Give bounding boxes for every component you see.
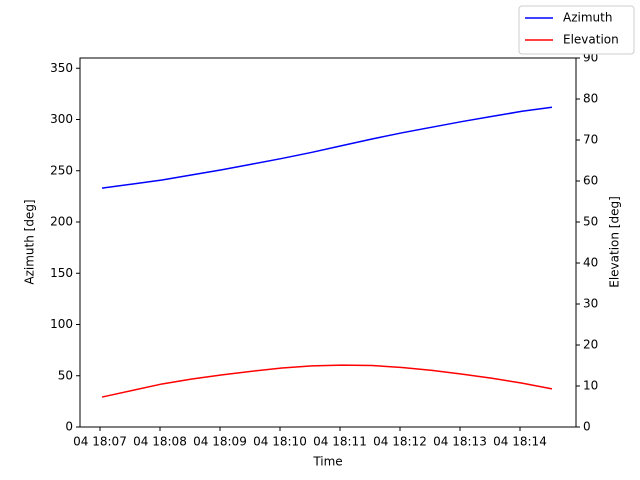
x-axis-label: Time [312, 455, 342, 469]
line-series [101, 364, 553, 398]
x-tick-label: 04 18:09 [193, 435, 247, 449]
x-tick-label: 04 18:10 [253, 435, 307, 449]
line-series [101, 106, 553, 189]
y2-tick-label: 80 [583, 92, 598, 106]
x-tick-label: 04 18:07 [73, 435, 127, 449]
x-tick-label: 04 18:08 [133, 435, 187, 449]
y-tick-label: 300 [50, 112, 73, 126]
x-tick-label: 04 18:11 [313, 435, 367, 449]
y2-tick-label: 60 [583, 174, 598, 188]
y-axis-label: Azimuth [deg] [23, 199, 37, 284]
y-tick-label: 100 [50, 317, 73, 331]
y-tick-label: 0 [65, 420, 73, 434]
y2-axis-label: Elevation [deg] [608, 196, 622, 288]
y2-tick-label: 20 [583, 338, 598, 352]
legend-label: Elevation [563, 33, 619, 47]
y-tick-label: 200 [50, 215, 73, 229]
y2-tick-label: 70 [583, 133, 598, 147]
y2-tick-label: 40 [583, 256, 598, 270]
y-tick-label: 350 [50, 61, 73, 75]
y-tick-label: 250 [50, 163, 73, 177]
x-tick-label: 04 18:12 [373, 435, 427, 449]
y2-tick-label: 50 [583, 215, 598, 229]
y-tick-label: 50 [58, 368, 73, 382]
plot-frame [79, 57, 577, 428]
legend-label: Azimuth [563, 11, 612, 25]
y2-tick-label: 30 [583, 297, 598, 311]
y-tick-label: 150 [50, 266, 73, 280]
y2-tick-label: 0 [583, 420, 591, 434]
y2-tick-label: 10 [583, 379, 598, 393]
x-tick-label: 04 18:14 [493, 435, 547, 449]
x-tick-label: 04 18:13 [433, 435, 487, 449]
